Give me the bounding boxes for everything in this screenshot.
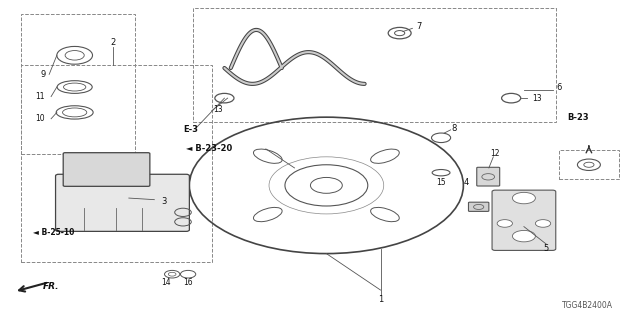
- Text: 13: 13: [532, 94, 541, 103]
- Text: 1: 1: [378, 295, 383, 304]
- Text: 7: 7: [416, 22, 422, 31]
- Circle shape: [513, 230, 536, 242]
- Text: 14: 14: [161, 278, 171, 287]
- Text: E-3: E-3: [183, 125, 198, 134]
- Circle shape: [497, 220, 513, 227]
- Text: ◄ B-23-20: ◄ B-23-20: [186, 144, 232, 153]
- Text: 15: 15: [436, 178, 446, 187]
- Text: 6: 6: [556, 83, 562, 92]
- Text: 10: 10: [35, 114, 44, 123]
- Text: FR.: FR.: [43, 282, 60, 292]
- Text: 8: 8: [451, 124, 456, 133]
- FancyBboxPatch shape: [492, 190, 556, 251]
- FancyBboxPatch shape: [63, 153, 150, 186]
- Text: 3: 3: [161, 197, 166, 206]
- Text: B-23: B-23: [567, 113, 589, 122]
- Text: 16: 16: [183, 278, 193, 287]
- Text: TGG4B2400A: TGG4B2400A: [562, 301, 613, 310]
- Text: 5: 5: [543, 244, 549, 253]
- Text: ◄ B-25-10: ◄ B-25-10: [33, 228, 75, 237]
- Circle shape: [513, 192, 536, 204]
- Text: 2: 2: [110, 38, 116, 47]
- Text: 13: 13: [213, 105, 223, 114]
- Text: 4: 4: [464, 178, 469, 187]
- FancyBboxPatch shape: [477, 167, 500, 186]
- Text: 9: 9: [40, 70, 45, 79]
- Circle shape: [536, 220, 550, 227]
- Text: 12: 12: [490, 149, 500, 158]
- Text: 11: 11: [35, 92, 44, 101]
- FancyBboxPatch shape: [468, 202, 489, 212]
- FancyBboxPatch shape: [56, 174, 189, 231]
